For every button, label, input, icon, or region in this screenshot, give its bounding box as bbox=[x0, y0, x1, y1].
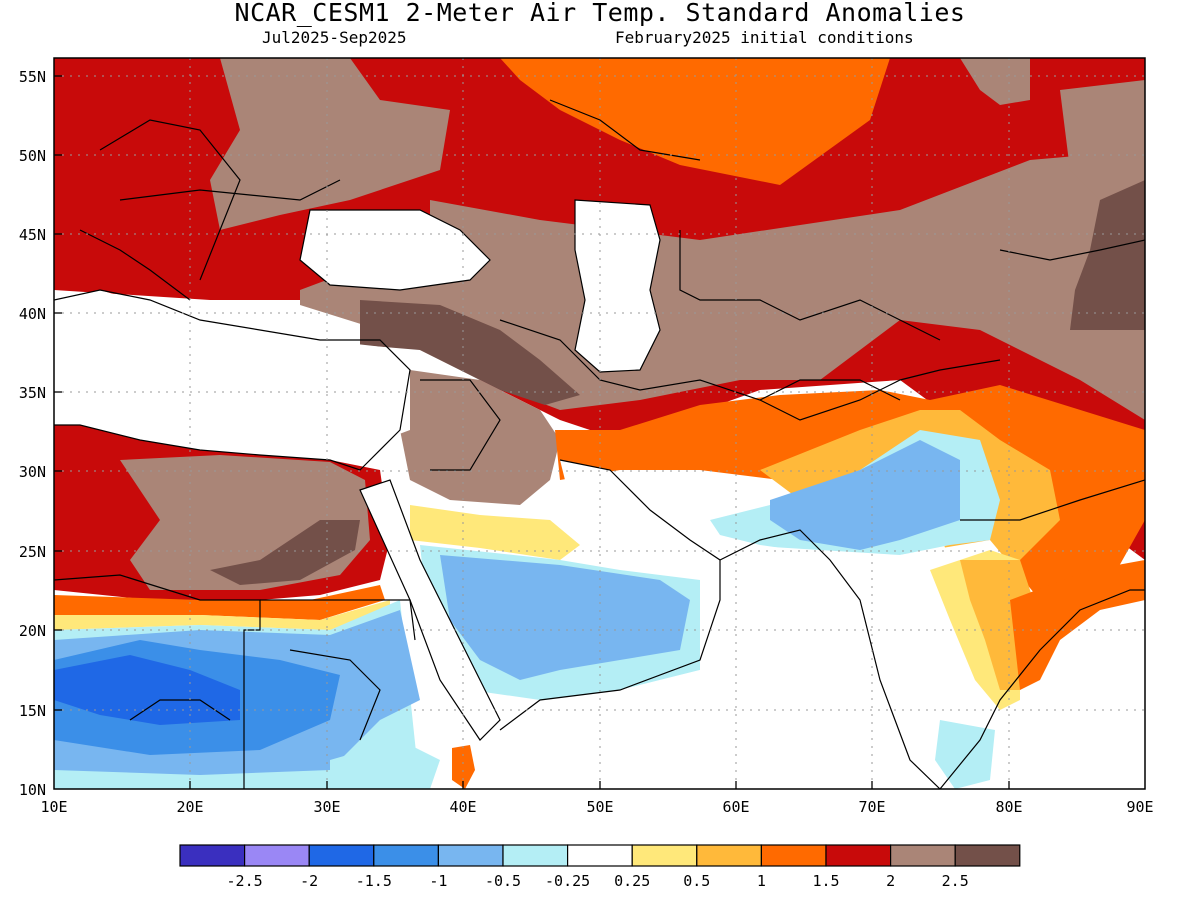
lon-label: 90E bbox=[1126, 798, 1153, 816]
region-sahel-yellow bbox=[54, 600, 390, 630]
legend-label: 2 bbox=[886, 872, 895, 890]
legend-swatch bbox=[631, 844, 698, 867]
legend-label: 0.5 bbox=[683, 872, 710, 890]
anomaly-field bbox=[54, 58, 1145, 789]
region-russia-orange bbox=[500, 58, 890, 185]
region-east-darkbrown bbox=[1070, 180, 1145, 330]
legend-swatch bbox=[437, 844, 504, 867]
legend-label: -0.5 bbox=[485, 872, 521, 890]
arabian-sea bbox=[480, 560, 880, 789]
lon-label: 40E bbox=[449, 798, 476, 816]
east-africa-cool bbox=[330, 740, 440, 789]
map-title: NCAR_CESM1 2-Meter Air Temp. Standard An… bbox=[234, 0, 966, 27]
lat-label: 10N bbox=[19, 781, 46, 799]
legend-label: 0.25 bbox=[614, 872, 650, 890]
region-india-cyan bbox=[935, 720, 995, 789]
caspian-sea bbox=[575, 200, 660, 372]
legend-swatch bbox=[179, 844, 246, 867]
region-ne-brown bbox=[960, 58, 1030, 105]
legend-swatch bbox=[954, 844, 1021, 867]
region-bengal-orange bbox=[1010, 560, 1145, 690]
lon-label: 10E bbox=[40, 798, 67, 816]
lat-label: 20N bbox=[19, 622, 46, 640]
legend-swatch bbox=[566, 844, 633, 867]
lat-label: 25N bbox=[19, 543, 46, 561]
legend-swatch bbox=[308, 844, 375, 867]
color-legend: -2.5 -2 -1.5 -1 -0.5 -0.25 0.25 0.5 1 1.5 2 2.5 bbox=[179, 844, 1021, 890]
legend-swatch bbox=[244, 844, 310, 867]
lat-label: 50N bbox=[19, 147, 46, 165]
lon-label: 50E bbox=[586, 798, 613, 816]
lat-label: 40N bbox=[19, 305, 46, 323]
region-pakistan-blue bbox=[770, 440, 960, 550]
legend-label: -1.5 bbox=[356, 872, 392, 890]
latitude-labels: 55N 50N 45N 40N 35N 30N 25N 20N 15N 10N bbox=[19, 68, 46, 799]
legend-swatch bbox=[889, 844, 956, 867]
horn-warm-spot bbox=[452, 745, 475, 789]
lat-label: 30N bbox=[19, 463, 46, 481]
legend-label: -2 bbox=[300, 872, 318, 890]
lon-label: 80E bbox=[995, 798, 1022, 816]
legend-label: -1 bbox=[429, 872, 447, 890]
region-ukraine-brown bbox=[210, 58, 450, 230]
lat-label: 45N bbox=[19, 226, 46, 244]
legend-label: 1.5 bbox=[812, 872, 839, 890]
region-nafrica-darkbrown bbox=[210, 520, 360, 585]
region-sahel-deepblue bbox=[54, 655, 240, 725]
legend-swatch bbox=[373, 844, 439, 867]
graticule bbox=[54, 58, 1145, 789]
lat-label: 55N bbox=[19, 68, 46, 86]
region-sahel-orange bbox=[54, 585, 385, 620]
mediterranean-sea bbox=[54, 290, 410, 460]
persian-gulf bbox=[560, 460, 690, 550]
legend-label: 2.5 bbox=[942, 872, 969, 890]
lat-label: 35N bbox=[19, 384, 46, 402]
region-arabia-blue bbox=[440, 555, 690, 680]
legend-label: -0.25 bbox=[545, 872, 590, 890]
red-sea bbox=[360, 480, 500, 740]
tick-marks bbox=[54, 75, 1010, 789]
region-china-brown bbox=[1060, 80, 1145, 200]
lon-label: 60E bbox=[722, 798, 749, 816]
lon-label: 30E bbox=[313, 798, 340, 816]
initial-conditions: February2025 initial conditions bbox=[615, 28, 914, 47]
black-sea bbox=[300, 210, 490, 290]
legend-label: -2.5 bbox=[227, 872, 263, 890]
legend-swatch bbox=[825, 844, 892, 867]
legend-swatch bbox=[760, 844, 827, 867]
lon-label: 20E bbox=[176, 798, 203, 816]
region-arabia-yellow bbox=[410, 505, 580, 560]
lon-label: 70E bbox=[858, 798, 885, 816]
forecast-period: Jul2025-Sep2025 bbox=[262, 28, 407, 47]
legend-swatch bbox=[502, 844, 569, 867]
legend-swatch bbox=[696, 844, 762, 867]
legend-label: 1 bbox=[757, 872, 766, 890]
region-turkey-darkbrown bbox=[360, 300, 580, 405]
longitude-labels: 10E 20E 30E 40E 50E 60E 70E 80E 90E bbox=[40, 798, 1153, 816]
lat-label: 15N bbox=[19, 702, 46, 720]
